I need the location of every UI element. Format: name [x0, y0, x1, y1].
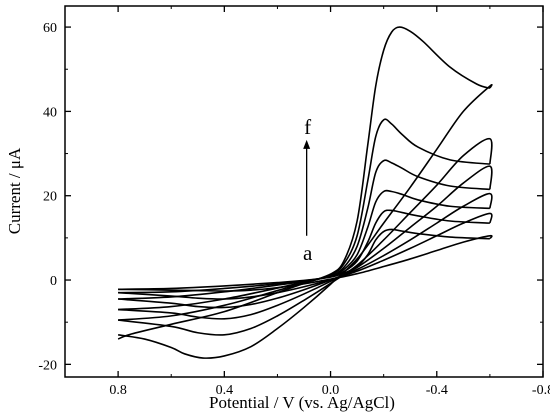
x-tick-label: 0.4	[216, 383, 234, 398]
cv-curve-6-reverse	[117, 83, 493, 359]
cv-curve-3-reverse	[118, 192, 493, 309]
y-tick-label: 60	[43, 21, 57, 36]
x-axis-title: Potential / V (vs. Ag/AgCl)	[209, 393, 395, 412]
cv-curve-4-forward	[118, 159, 490, 311]
x-tick-label: 0.8	[109, 383, 127, 398]
cv-curve-6-forward	[117, 26, 491, 340]
annotation-a: a	[303, 241, 313, 265]
annotations: f a	[303, 115, 313, 265]
cv-curves	[117, 26, 493, 359]
annotation-f: f	[304, 115, 311, 139]
cv-curve-3-forward	[118, 189, 490, 300]
y-axis-ticks: -20 0 20 40 60	[38, 21, 543, 373]
y-tick-label: 40	[43, 105, 57, 120]
y-tick-label: 20	[43, 190, 57, 205]
x-tick-label: -0.4	[426, 383, 448, 398]
y-tick-label: -20	[38, 358, 57, 373]
x-axis-ticks: 0.8 0.4 0.0 -0.4 -0.8	[64, 6, 550, 398]
increase-arrow-head	[303, 139, 311, 149]
cv-curve-4-reverse	[118, 165, 493, 320]
cv-curve-5-forward	[118, 118, 490, 321]
y-axis-title: Current / μA	[5, 147, 24, 234]
x-tick-label: -0.8	[532, 383, 550, 398]
x-tick-label: 0.0	[322, 383, 340, 398]
y-tick-label: 0	[50, 274, 57, 289]
plot-frame	[64, 5, 544, 378]
